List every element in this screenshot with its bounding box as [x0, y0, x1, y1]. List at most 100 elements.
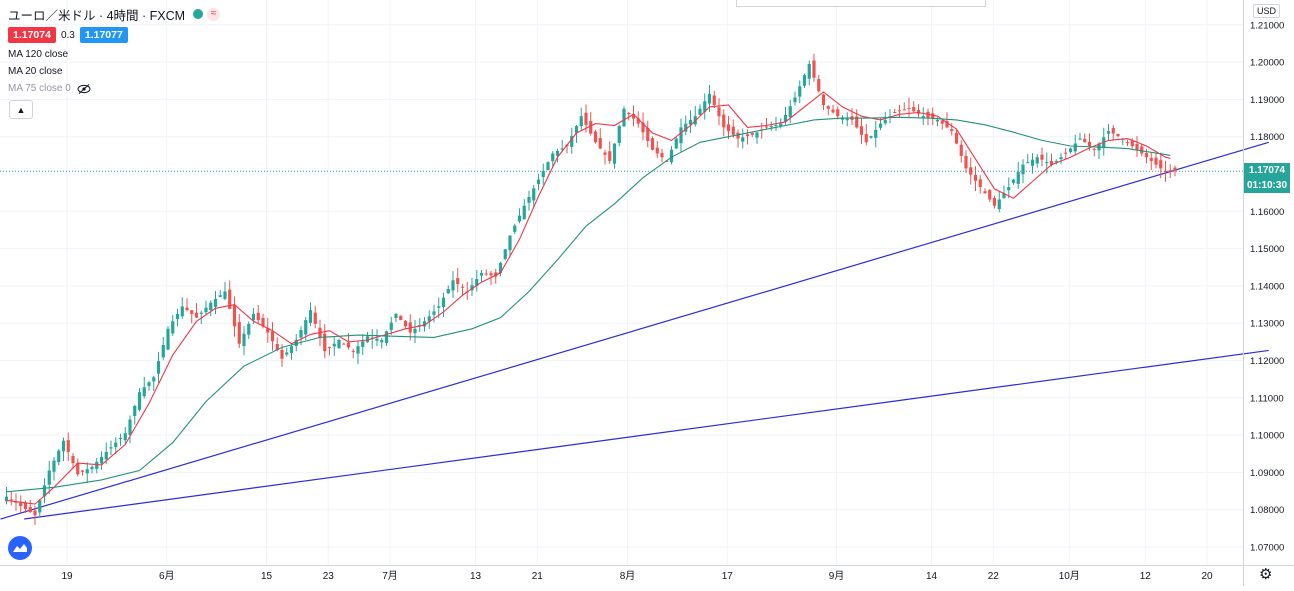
candle [446, 285, 450, 295]
candle-body [893, 111, 897, 113]
candle-body [1040, 154, 1044, 160]
candle [166, 326, 170, 351]
ma-75-legend[interactable]: MA 75 close 0 [8, 83, 220, 94]
candle [551, 151, 555, 168]
eye-crossed-icon[interactable] [77, 83, 91, 94]
tradingview-logo-icon[interactable] [8, 536, 32, 560]
bid-price-button[interactable]: 1.17074 [8, 27, 56, 43]
candle-body [23, 503, 28, 510]
candle-body [142, 387, 146, 397]
candle-body [1016, 172, 1020, 184]
candle-body [574, 126, 579, 134]
candle-body [902, 109, 906, 111]
y-tick-label: 1.20000 [1250, 58, 1284, 69]
ma-20-legend[interactable]: MA 20 close [8, 66, 220, 77]
candle-body [684, 123, 688, 132]
candle-body [598, 138, 602, 149]
candle-body [779, 123, 783, 126]
wave-icon[interactable]: ≈ [207, 7, 221, 21]
candle-body [66, 440, 70, 452]
candle [38, 499, 42, 518]
candle-body [988, 190, 992, 200]
trendline [0, 141, 1269, 520]
candle [52, 457, 56, 481]
candle-body [389, 322, 393, 330]
candle-body [161, 344, 165, 358]
drawing-toolbar[interactable] [736, 0, 986, 7]
candle-body [256, 312, 260, 321]
candle-body [560, 148, 564, 150]
candle-body [1154, 157, 1158, 165]
candle [171, 314, 175, 336]
candle [1149, 152, 1153, 171]
candle-body [589, 121, 593, 134]
candle-body [218, 295, 222, 297]
collapse-legend-button[interactable]: ▲ [9, 100, 33, 119]
candle [1073, 134, 1077, 155]
candle [802, 73, 807, 88]
ask-price-button[interactable]: 1.17077 [79, 27, 128, 43]
ma-120-legend[interactable]: MA 120 close [8, 49, 220, 60]
candle-body [95, 461, 99, 469]
candle [612, 143, 617, 169]
x-tick-label: 20 [1201, 571, 1213, 582]
candle-body [978, 179, 982, 188]
candle [541, 163, 545, 185]
x-tick-label: 19 [61, 571, 73, 582]
candle-body [1035, 157, 1039, 164]
candle [1035, 154, 1039, 168]
candle [109, 440, 113, 456]
candle-body [380, 339, 384, 343]
candle-body [365, 336, 370, 343]
gear-icon[interactable]: ⚙ [1259, 566, 1273, 583]
candle [1168, 164, 1172, 179]
candle [403, 319, 408, 329]
y-tick-label: 1.18000 [1250, 132, 1284, 143]
candle-body [997, 199, 1001, 210]
currency-badge[interactable]: USD [1253, 4, 1281, 18]
x-tick-label: 10月 [1059, 570, 1080, 582]
candle [945, 112, 949, 129]
candle [128, 415, 132, 444]
y-tick-label: 1.12000 [1250, 356, 1284, 367]
ma-line [6, 116, 1171, 493]
candle-body [992, 197, 997, 206]
y-tick-label: 1.11000 [1250, 393, 1284, 404]
candle [902, 102, 906, 111]
candle [327, 346, 332, 356]
candle [199, 310, 203, 324]
candle-body [636, 118, 640, 124]
candle [9, 491, 13, 506]
candle-body [764, 126, 769, 128]
candle-body [384, 331, 389, 344]
candle-body [646, 128, 650, 142]
candle-body [489, 273, 493, 276]
candle [703, 93, 707, 120]
candle [285, 347, 289, 357]
candle [788, 99, 792, 123]
candle-body [413, 328, 417, 334]
candle [1078, 132, 1082, 141]
candle [270, 322, 275, 351]
candle-body [750, 133, 754, 135]
candle-body [166, 328, 170, 350]
candle-body [99, 456, 104, 464]
candle-body [266, 328, 270, 333]
candle [736, 129, 740, 148]
candle-body [460, 286, 465, 288]
candle-body [1116, 133, 1120, 137]
candle [1154, 153, 1158, 169]
candle-body [793, 97, 797, 103]
candle [807, 60, 811, 86]
candle-body [579, 116, 583, 127]
candle-body [1026, 162, 1030, 164]
candle-body [456, 278, 460, 285]
candle [342, 342, 346, 345]
symbol-title[interactable]: ユーロ／米ドル · 4時間 · FXCM [8, 8, 186, 23]
candle-body [921, 116, 925, 119]
candle [194, 302, 199, 318]
candle-body [33, 510, 37, 516]
candle [80, 469, 85, 476]
